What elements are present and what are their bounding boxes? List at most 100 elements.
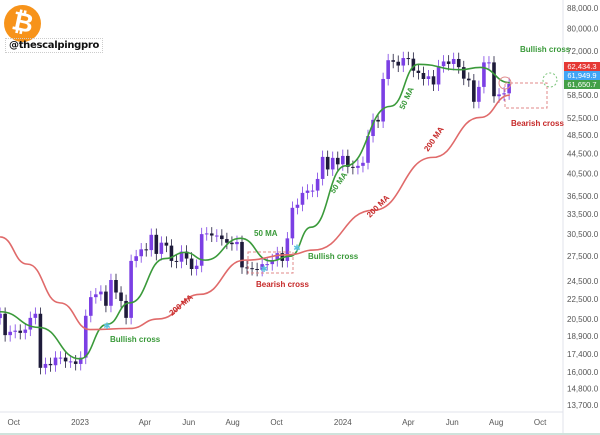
candle-body	[58, 357, 63, 359]
candle-body	[330, 157, 335, 170]
candle-body	[89, 297, 93, 316]
y-tick-label: 22,500.0	[567, 295, 599, 304]
x-tick-label: Jun	[182, 418, 195, 427]
candle-body	[285, 238, 290, 261]
candle-body	[215, 235, 219, 237]
candle-body	[295, 204, 300, 208]
candle-body	[184, 251, 189, 259]
candle-body	[169, 245, 174, 261]
x-tick-label: Oct	[8, 418, 21, 427]
candle-body	[406, 58, 411, 60]
candle-body	[346, 155, 350, 167]
candle-body	[154, 234, 159, 254]
candle-body	[48, 363, 53, 366]
y-tick-label: 48,500.0	[567, 131, 599, 140]
candle-body	[78, 357, 83, 364]
candle-body	[68, 361, 73, 363]
cross-marker-icon: ✱	[260, 264, 268, 274]
price-label: 61,949.9	[564, 71, 600, 80]
candle-body	[446, 61, 451, 64]
bearish-cross-circle	[498, 76, 512, 90]
y-tick-label: 88,000.0	[567, 4, 599, 13]
price-label: 62,434.3	[564, 62, 600, 71]
candle-body	[28, 317, 33, 330]
candle-body	[456, 58, 461, 68]
candle-body	[361, 162, 365, 166]
candle-body	[43, 363, 48, 368]
ma50-line	[0, 63, 510, 360]
bearish-cross-box-1	[247, 251, 294, 274]
candle-body	[250, 268, 254, 270]
bearish-cross-label: Bearish cross	[256, 280, 309, 289]
candle-body	[8, 331, 12, 336]
bullish-cross-circle	[542, 72, 558, 88]
bearish-cross-label: Bearish cross	[511, 119, 564, 128]
candle-body	[416, 70, 421, 73]
bullish-cross-label: Bullish cross	[110, 335, 161, 344]
x-tick-label: 2023	[71, 418, 89, 427]
candle-body	[83, 315, 88, 358]
candle-body	[502, 93, 506, 95]
cross-marker-icon: ✱	[103, 321, 111, 331]
ma200-label: 200 MA	[422, 125, 446, 153]
x-tick-label: Jun	[446, 418, 459, 427]
y-tick-label: 44,500.0	[567, 150, 599, 159]
candle-body	[467, 78, 471, 81]
candle-body	[426, 76, 431, 79]
candle-body	[209, 233, 214, 236]
bullish-cross-label: Bullish cross	[520, 45, 571, 54]
candle-body	[3, 313, 7, 336]
x-tick-label: Apr	[139, 418, 152, 427]
candle-body	[492, 62, 496, 97]
candle-body	[381, 78, 385, 122]
x-tick-label: Oct	[534, 418, 547, 427]
y-tick-label: 58,500.0	[567, 91, 599, 100]
candle-body	[356, 165, 360, 168]
y-tick-label: 13,700.0	[567, 401, 599, 410]
candle-body	[487, 62, 491, 64]
bullish-cross-label: Bullish cross	[308, 252, 359, 261]
candle-body	[220, 235, 224, 240]
candle-body	[477, 86, 481, 102]
candle-body	[401, 58, 406, 66]
candle-body	[482, 62, 486, 87]
candle-body	[114, 279, 118, 293]
x-tick-label: 2024	[334, 418, 352, 427]
candle-body	[144, 249, 149, 251]
cross-marker-icon: ✱	[293, 243, 301, 253]
candle-body	[265, 264, 269, 266]
candle-body	[204, 233, 209, 235]
y-tick-label: 17,400.0	[567, 350, 599, 359]
x-tick-label: Oct	[270, 418, 283, 427]
y-tick-label: 80,000.0	[567, 24, 599, 33]
y-tick-label: 30,500.0	[567, 230, 599, 239]
y-tick-label: 27,500.0	[567, 252, 599, 261]
candle-body	[305, 190, 310, 193]
candle-body	[315, 178, 320, 191]
candle-body	[63, 357, 68, 362]
y-tick-label: 72,000.0	[567, 47, 599, 56]
candle-body	[119, 292, 123, 301]
ma50-label: 50 MA	[398, 85, 416, 110]
candle-body	[320, 156, 325, 179]
candle-body	[396, 61, 401, 66]
candle-body	[94, 294, 98, 298]
candle-body	[18, 330, 23, 333]
candle-body	[371, 119, 375, 137]
candle-body	[33, 313, 38, 318]
candle-body	[230, 242, 234, 245]
candle-body	[124, 300, 128, 318]
candle-body	[376, 119, 380, 122]
candle-body	[275, 253, 280, 261]
candle-body	[270, 260, 275, 265]
price-label: 61,650.7	[564, 80, 600, 89]
candle-body	[174, 260, 179, 262]
candle-body	[472, 80, 476, 102]
y-tick-label: 52,500.0	[567, 114, 599, 123]
y-tick-label: 40,500.0	[567, 170, 599, 179]
candle-body	[109, 279, 113, 306]
candle-body	[310, 190, 315, 192]
x-tick-label: Aug	[226, 418, 240, 427]
candle-body	[149, 234, 154, 251]
